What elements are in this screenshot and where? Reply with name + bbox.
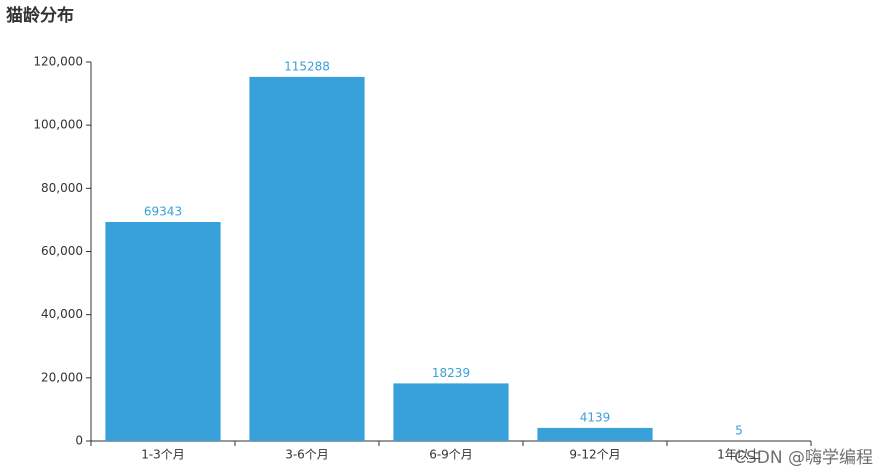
- value-label: 5: [735, 423, 743, 437]
- x-tick-label: 6-9个月: [429, 448, 473, 462]
- x-tick-label: 1-3个月: [141, 448, 185, 462]
- x-tick-label: 3-6个月: [285, 448, 329, 462]
- y-tick-label: 40,000: [41, 307, 83, 321]
- value-label: 115288: [284, 59, 330, 73]
- value-label: 69343: [144, 204, 182, 218]
- value-label: 4139: [580, 410, 611, 424]
- watermark: CSDN @嗨学编程: [734, 448, 873, 468]
- y-tick-label: 20,000: [41, 370, 83, 384]
- chart-title: 猫龄分布: [6, 5, 74, 26]
- y-tick-label: 120,000: [33, 55, 83, 69]
- bar: [393, 383, 509, 441]
- bar: [105, 221, 221, 441]
- value-label: 18239: [432, 366, 470, 380]
- x-tick-label: 9-12个月: [569, 448, 620, 462]
- bar: [249, 76, 365, 441]
- y-tick-label: 80,000: [41, 181, 83, 195]
- y-tick-label: 100,000: [33, 118, 83, 132]
- y-tick-label: 0: [75, 434, 83, 448]
- y-tick-label: 60,000: [41, 244, 83, 258]
- bar: [537, 427, 653, 441]
- x-tick-label: 1年以上: [717, 448, 761, 462]
